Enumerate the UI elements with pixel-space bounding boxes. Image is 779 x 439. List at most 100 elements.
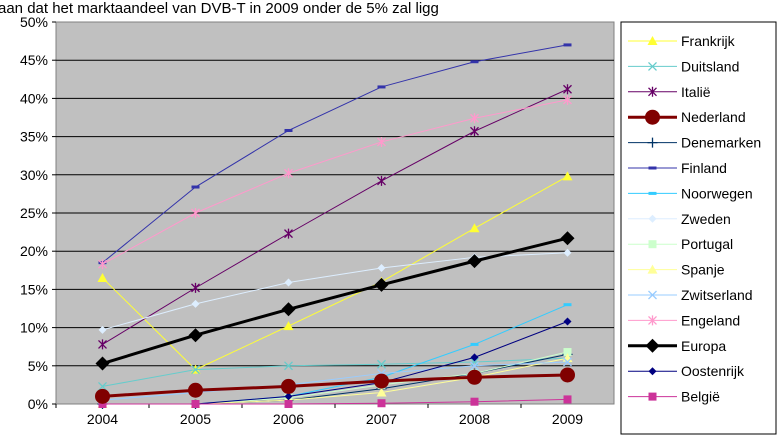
- marker-shape: [563, 94, 572, 105]
- legend-swatch-marker: [648, 61, 657, 71]
- data-point: [191, 282, 200, 293]
- data-point: [191, 365, 200, 375]
- data-point: [377, 136, 386, 147]
- marker-shape: [648, 315, 657, 326]
- marker-shape: [470, 361, 479, 371]
- x-tick-label: 2004: [87, 411, 118, 427]
- data-point: [563, 348, 572, 357]
- marker-shape: [563, 84, 572, 95]
- data-point: [98, 400, 107, 408]
- marker-shape: [469, 223, 480, 233]
- marker-shape: [191, 365, 200, 375]
- data-point: [470, 361, 479, 371]
- data-point: [467, 369, 482, 385]
- data-point: [98, 381, 107, 391]
- legend-label: Noorwegen: [681, 185, 753, 201]
- series-line: [102, 99, 568, 265]
- marker-shape: [467, 254, 482, 269]
- legend-label: Duitsland: [681, 58, 739, 74]
- series-nederland: [95, 367, 575, 404]
- y-axis-labels: 0% 5% 10% 15% 20% 25% 30% 35% 40% 45% 50%: [20, 14, 56, 412]
- marker-shape: [563, 317, 572, 326]
- marker-shape: [563, 395, 572, 404]
- marker-shape: [281, 378, 296, 394]
- marker-shape: [284, 168, 293, 179]
- marker-shape: [374, 373, 389, 389]
- legend-swatch-marker: [645, 109, 660, 125]
- legend-swatch-marker: [648, 315, 657, 326]
- legend-label: Finland: [681, 160, 727, 176]
- marker-shape: [470, 397, 479, 406]
- legend-label: Engeland: [681, 312, 740, 328]
- y-tick-label: 45%: [20, 52, 48, 68]
- series-line: [102, 373, 568, 398]
- data-point: [563, 357, 572, 367]
- data-point: [470, 342, 479, 346]
- marker-shape: [283, 321, 294, 331]
- y-tick-label: 50%: [20, 14, 48, 30]
- marker-shape: [467, 369, 482, 385]
- legend-label: Italië: [681, 84, 711, 100]
- legend-item-oostenrijk: Oostenrijk: [628, 363, 745, 379]
- y-tick-label: 25%: [20, 205, 48, 221]
- data-point: [188, 382, 203, 398]
- legend-swatch-marker: [648, 392, 657, 401]
- marker-shape: [470, 60, 479, 64]
- legend-item-frankrijk: Frankrijk: [628, 33, 736, 49]
- data-point: [95, 388, 110, 404]
- x-tick-label: 2009: [552, 411, 583, 427]
- series-line: [102, 44, 568, 264]
- x-tick-label: 2005: [180, 411, 211, 427]
- legend: Frankrijk Duitsland Italië Nederland Denemar…: [628, 33, 761, 405]
- y-tick-label: 30%: [20, 167, 48, 183]
- series-line: [102, 175, 568, 371]
- marker-shape: [191, 299, 200, 308]
- data-point: [470, 113, 479, 124]
- legend-label: Portugal: [681, 236, 733, 252]
- series-line: [102, 361, 568, 401]
- marker-shape: [647, 264, 658, 274]
- series-belgi-: [98, 395, 572, 408]
- marker-shape: [563, 357, 572, 367]
- data-point: [563, 43, 572, 47]
- legend-item-engeland: Engeland: [628, 312, 740, 328]
- y-tick-label: 15%: [20, 281, 48, 297]
- marker-shape: [562, 171, 573, 181]
- marker-shape: [188, 328, 203, 343]
- data-point: [377, 175, 386, 186]
- marker-shape: [645, 109, 660, 125]
- legend-item-finland: Finland: [628, 160, 727, 176]
- legend-label: Zwitserland: [681, 287, 753, 303]
- legend-label: Frankrijk: [681, 33, 736, 49]
- marker-shape: [98, 400, 107, 408]
- data-point: [281, 378, 296, 394]
- data-point: [281, 302, 296, 317]
- marker-shape: [648, 61, 657, 71]
- marker-shape: [98, 259, 107, 270]
- marker-shape: [377, 136, 386, 147]
- legend-label: Oostenrijk: [681, 363, 745, 379]
- legend-label: Europa: [681, 338, 726, 354]
- marker-shape: [284, 228, 293, 239]
- marker-shape: [648, 367, 657, 376]
- legend-swatch-marker: [647, 36, 658, 45]
- data-point: [377, 359, 386, 369]
- legend-swatch-marker: [647, 137, 658, 148]
- legend-item-belgi-: België: [628, 389, 720, 405]
- marker-shape: [560, 367, 575, 383]
- data-point: [284, 400, 293, 408]
- marker-shape: [284, 278, 293, 287]
- marker-shape: [281, 302, 296, 317]
- marker-shape: [98, 339, 107, 350]
- marker-shape: [284, 400, 293, 408]
- marker-shape: [563, 303, 572, 307]
- marker-shape: [376, 387, 387, 397]
- legend-item-noorwegen: Noorwegen: [628, 185, 753, 201]
- data-point: [98, 325, 107, 334]
- y-tick-label: 0%: [28, 396, 48, 412]
- legend-swatch-marker: [648, 290, 657, 300]
- x-tick-label: 2006: [273, 411, 304, 427]
- data-point: [191, 299, 200, 308]
- data-point: [98, 339, 107, 350]
